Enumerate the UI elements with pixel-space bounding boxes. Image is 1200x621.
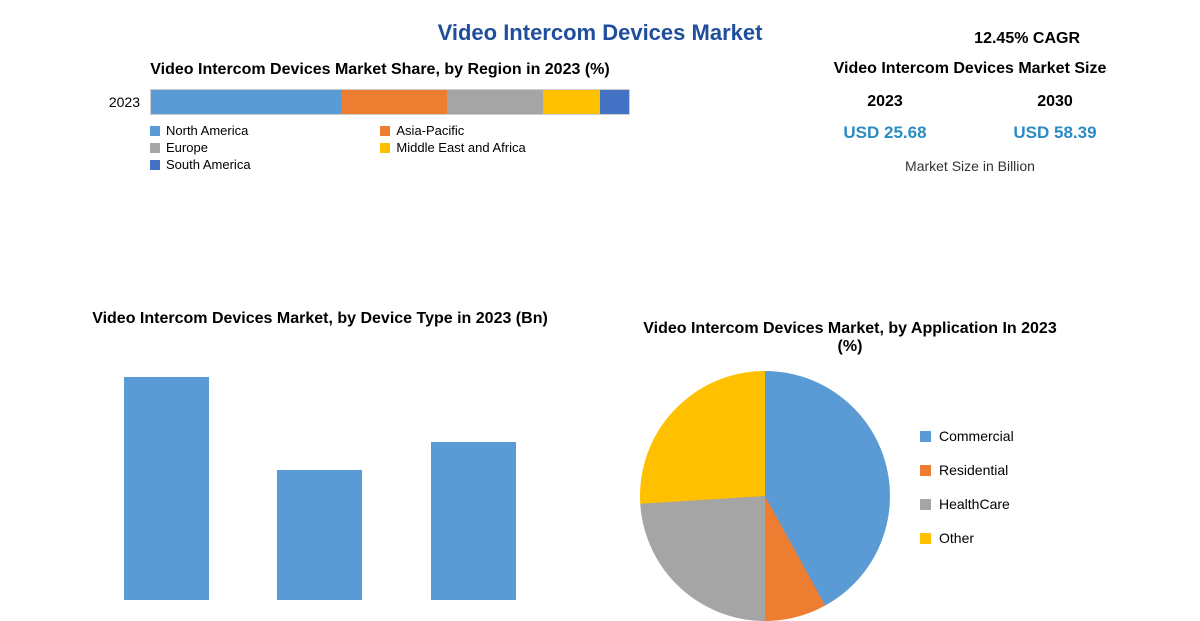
legend-item: South America	[150, 157, 380, 172]
pie-legend-item: Residential	[920, 462, 1014, 478]
vertical-bar-chart: Video Intercom Devices Market, by Device…	[60, 310, 580, 600]
pie-title: Video Intercom Devices Market, by Applic…	[640, 320, 1060, 356]
size-year-1: 2023	[867, 93, 903, 111]
pie-legend-item: HealthCare	[920, 496, 1014, 512]
pie-legend-label: Commercial	[939, 428, 1014, 444]
cagr-label: 12.45% CAGR	[974, 30, 1080, 48]
stacked-title: Video Intercom Devices Market Share, by …	[100, 61, 660, 79]
size-caption: Market Size in Billion	[800, 158, 1140, 174]
stacked-year-label: 2023	[100, 94, 140, 110]
size-panel-title: Video Intercom Devices Market Size	[800, 60, 1140, 78]
legend-swatch	[380, 126, 390, 136]
pie-legend-swatch	[920, 431, 931, 442]
bar	[124, 377, 209, 600]
stacked-segment	[600, 90, 629, 114]
market-size-panel: Video Intercom Devices Market Size 2023 …	[800, 60, 1140, 174]
legend-label: Middle East and Africa	[396, 140, 525, 155]
legend-label: Asia-Pacific	[396, 123, 464, 138]
size-years-row: 2023 2030	[800, 93, 1140, 111]
stacked-legend: North America Asia-Pacific Europe Middle Ea…	[150, 123, 630, 174]
legend-label: Europe	[166, 140, 208, 155]
size-year-2: 2030	[1037, 93, 1073, 111]
size-values-row: USD 25.68 USD 58.39	[800, 123, 1140, 143]
size-value-1: USD 25.68	[843, 123, 926, 143]
bar-title: Video Intercom Devices Market, by Device…	[60, 310, 580, 328]
legend-label: South America	[166, 157, 251, 172]
pie-legend-item: Other	[920, 530, 1014, 546]
legend-item: Asia-Pacific	[380, 123, 610, 138]
stacked-segment	[151, 90, 342, 114]
stacked-segment	[342, 90, 447, 114]
legend-item: Europe	[150, 140, 380, 155]
legend-swatch	[380, 143, 390, 153]
bar	[431, 442, 516, 600]
pie-legend-swatch	[920, 499, 931, 510]
pie-row: Commercial Residential HealthCare Other	[640, 371, 1180, 621]
pie-legend: Commercial Residential HealthCare Other	[920, 428, 1014, 564]
pie-legend-swatch	[920, 533, 931, 544]
legend-swatch	[150, 126, 160, 136]
legend-label: North America	[166, 123, 248, 138]
stacked-segment	[447, 90, 543, 114]
pie-legend-item: Commercial	[920, 428, 1014, 444]
bar-area	[60, 340, 580, 600]
size-value-2: USD 58.39	[1013, 123, 1096, 143]
pie-legend-label: HealthCare	[939, 496, 1010, 512]
stacked-segment	[543, 90, 600, 114]
legend-item: Middle East and Africa	[380, 140, 610, 155]
legend-swatch	[150, 143, 160, 153]
pie-legend-label: Other	[939, 530, 974, 546]
pie-chart	[640, 371, 890, 621]
legend-swatch	[150, 160, 160, 170]
bar	[277, 470, 362, 600]
stacked-bar-chart: Video Intercom Devices Market Share, by …	[100, 61, 660, 174]
stacked-row: 2023	[100, 89, 660, 115]
pie-legend-swatch	[920, 465, 931, 476]
stacked-bar	[150, 89, 630, 115]
pie-legend-label: Residential	[939, 462, 1008, 478]
legend-item: North America	[150, 123, 380, 138]
pie-chart-section: Video Intercom Devices Market, by Applic…	[640, 320, 1180, 621]
